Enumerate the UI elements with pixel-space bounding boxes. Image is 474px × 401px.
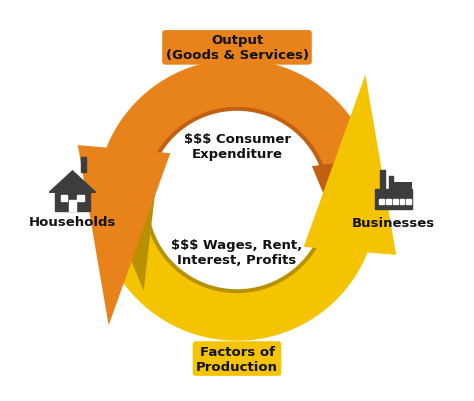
- Bar: [389, 176, 393, 190]
- Bar: [406, 200, 411, 205]
- Bar: [386, 200, 391, 205]
- Text: $$$ Consumer
Expenditure: $$$ Consumer Expenditure: [183, 133, 291, 161]
- Text: Factors of
Production: Factors of Production: [196, 345, 278, 373]
- Text: Businesses: Businesses: [352, 217, 435, 229]
- Polygon shape: [82, 157, 86, 172]
- Polygon shape: [104, 189, 155, 291]
- Bar: [393, 200, 398, 205]
- Polygon shape: [49, 172, 96, 193]
- Polygon shape: [97, 60, 377, 192]
- Polygon shape: [375, 183, 412, 190]
- Polygon shape: [97, 209, 377, 341]
- Bar: [61, 195, 67, 202]
- Bar: [380, 171, 385, 190]
- Bar: [77, 195, 83, 202]
- Bar: [55, 192, 90, 212]
- Bar: [400, 200, 404, 205]
- Bar: [375, 190, 412, 210]
- Polygon shape: [78, 146, 170, 326]
- Polygon shape: [304, 75, 396, 255]
- Text: Households: Households: [29, 216, 116, 229]
- Polygon shape: [312, 160, 364, 262]
- Polygon shape: [117, 213, 357, 321]
- Bar: [69, 201, 76, 212]
- Polygon shape: [117, 80, 357, 188]
- Text: $$$ Wages, Rent,
Interest, Profits: $$$ Wages, Rent, Interest, Profits: [172, 238, 302, 266]
- Bar: [380, 200, 384, 205]
- Text: Output
(Goods & Services): Output (Goods & Services): [165, 34, 309, 62]
